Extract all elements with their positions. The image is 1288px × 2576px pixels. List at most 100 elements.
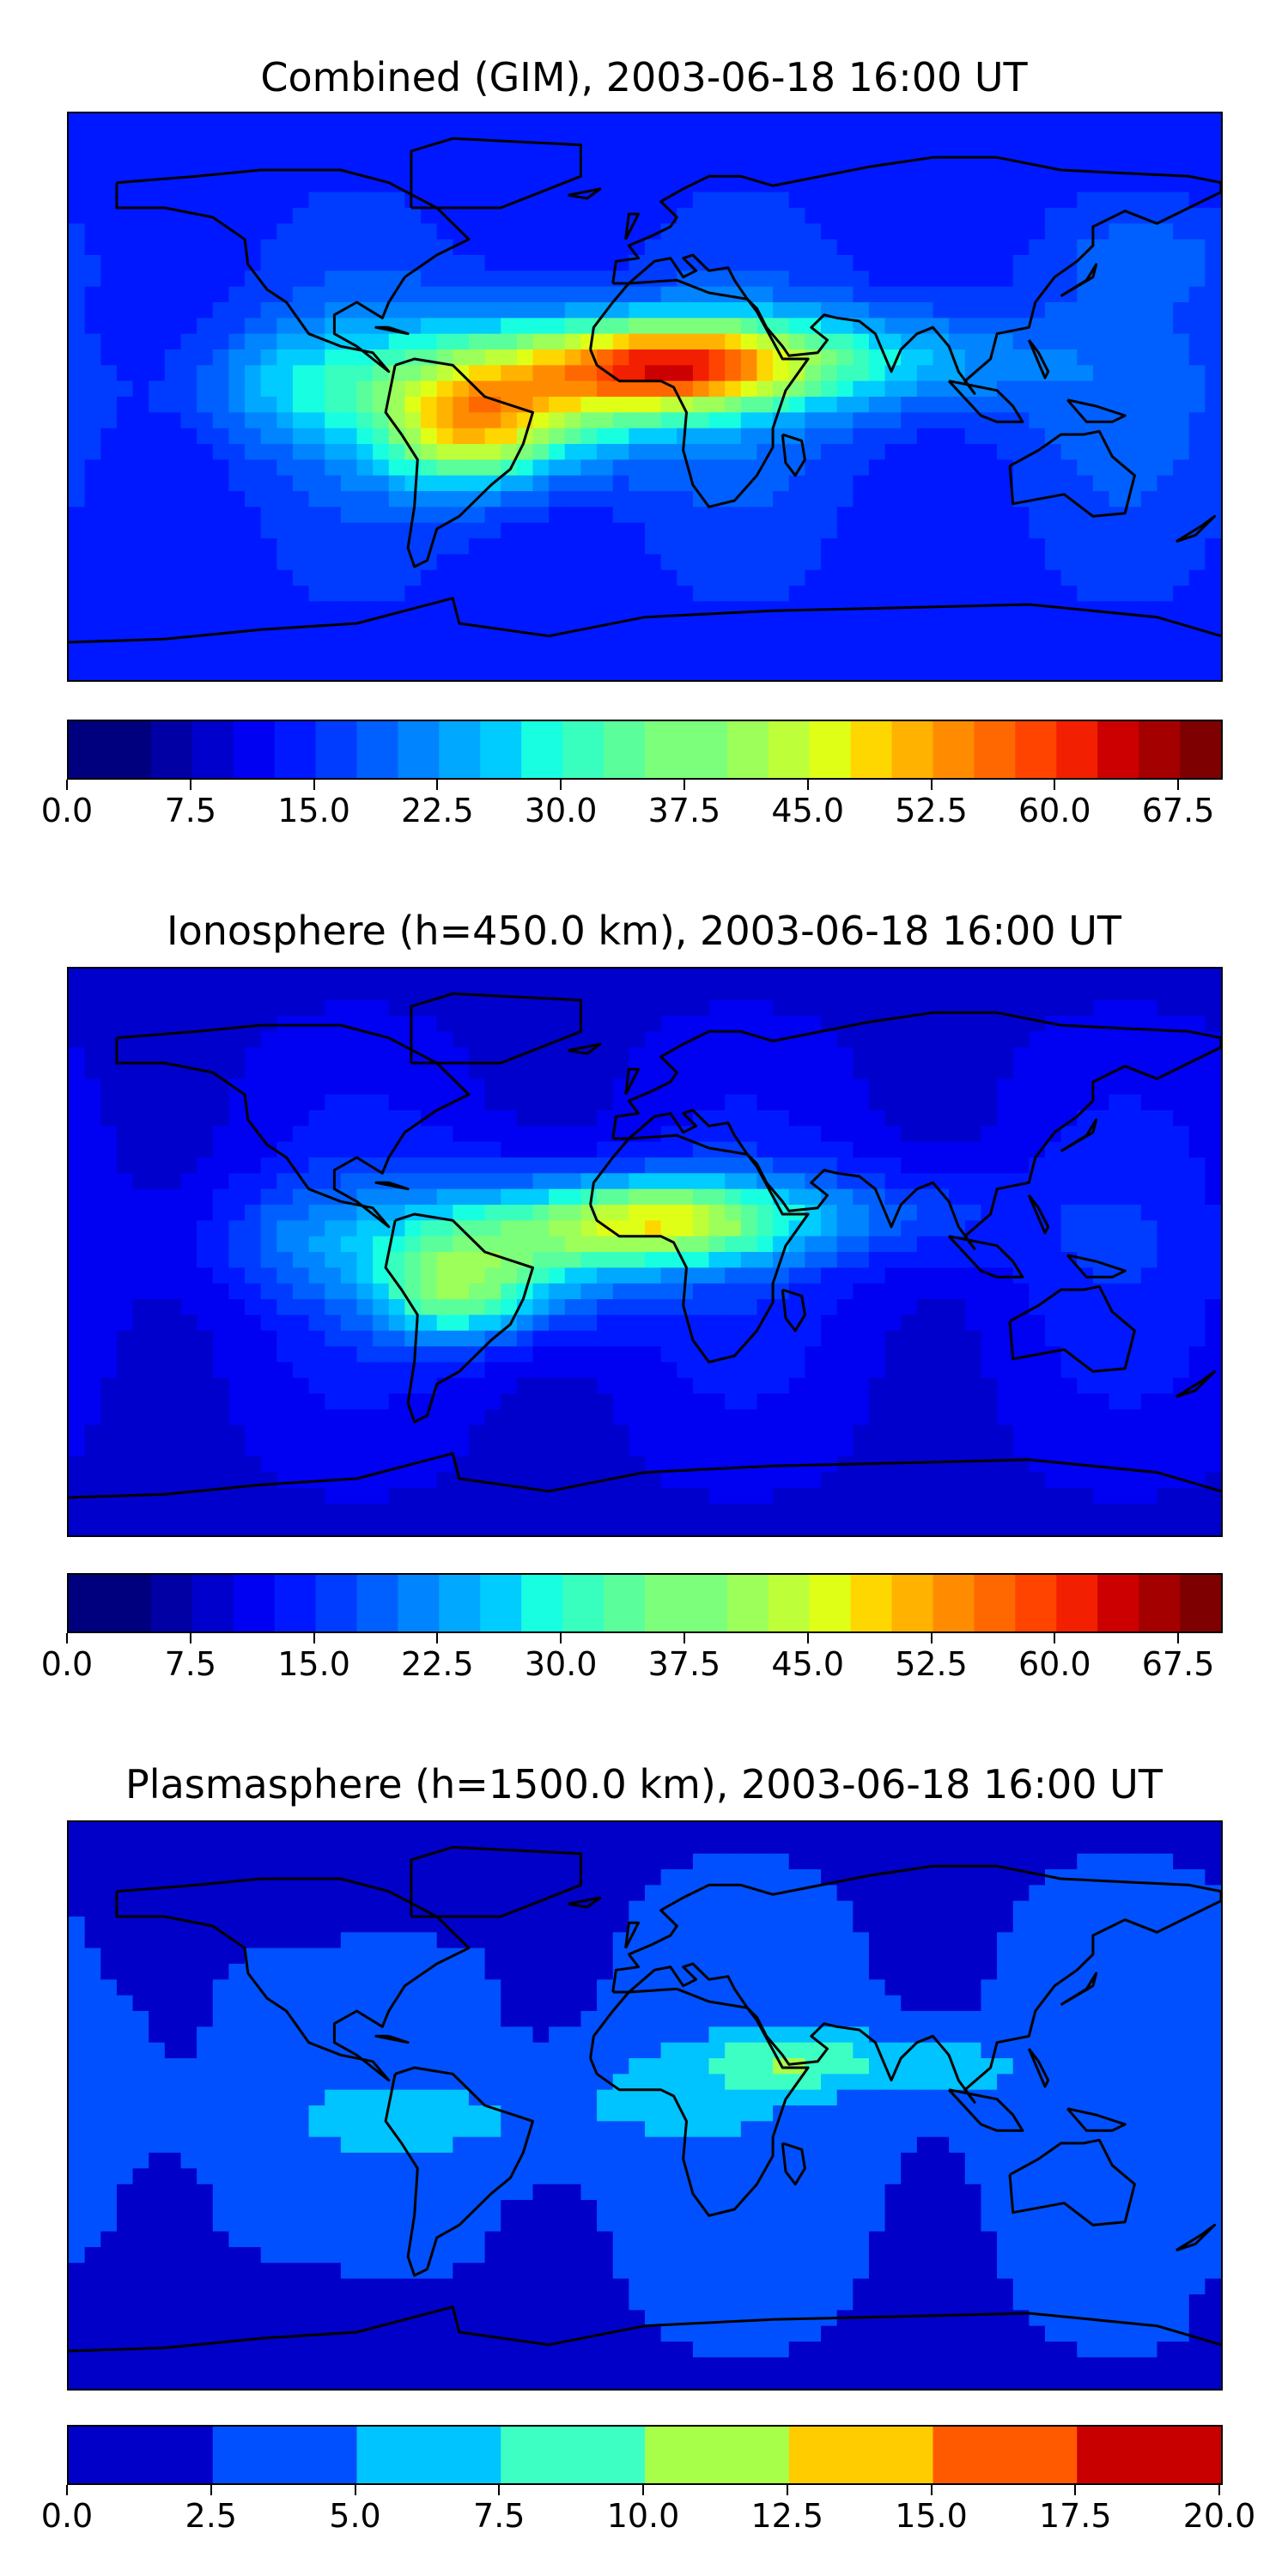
contour-cell: [325, 444, 342, 460]
contour-cell: [260, 1078, 277, 1096]
contour-cell: [1205, 1346, 1221, 1363]
contour-cell: [180, 397, 197, 413]
contour-cell: [388, 1252, 406, 1268]
contour-cell: [708, 538, 726, 555]
contour-cell: [645, 1094, 662, 1111]
contour-cell: [484, 191, 501, 209]
contour-cell: [964, 1078, 982, 1096]
contour-cell: [725, 1157, 742, 1174]
contour-cell: [629, 538, 646, 555]
contour-cell: [260, 1394, 277, 1410]
contour-cell: [180, 459, 197, 477]
contour-cell: [149, 1441, 166, 1457]
contour-cell: [164, 1094, 182, 1111]
contour-cell: [1109, 1283, 1126, 1300]
contour-cell: [725, 1063, 742, 1079]
contour-cell: [660, 1315, 677, 1332]
contour-cell: [245, 648, 262, 665]
contour-cell: [964, 1205, 982, 1221]
contour-cell: [884, 617, 902, 634]
contour-cell: [549, 1252, 566, 1268]
contour-cell: [484, 1472, 501, 1489]
contour-cell: [933, 586, 950, 602]
contour-cell: [677, 129, 694, 146]
contour-cell: [276, 1031, 294, 1048]
contour-cell: [612, 475, 629, 492]
contour-cell: [308, 522, 325, 539]
contour-cell: [629, 444, 646, 460]
contour-cell: [884, 648, 902, 665]
contour-cell: [421, 1346, 438, 1363]
contour-cell: [340, 507, 358, 524]
contour-cell: [180, 129, 197, 146]
contour-cell: [933, 1141, 950, 1158]
contour-cell: [84, 349, 101, 366]
contour-cell: [692, 191, 710, 209]
contour-cell: [116, 444, 134, 460]
contour-cell: [356, 1394, 374, 1410]
contour-cell: [597, 1094, 614, 1111]
contour-cell: [1140, 522, 1158, 539]
contour-cell: [836, 191, 854, 209]
contour-cell: [612, 491, 629, 507]
contour-cell: [484, 507, 501, 524]
contour-cell: [340, 144, 358, 161]
contour-cell: [116, 318, 134, 335]
contour-cell: [484, 1031, 501, 1048]
contour-cell: [260, 459, 277, 477]
contour-cell: [597, 1456, 614, 1473]
contour-cell: [69, 144, 86, 161]
contour-cell: [453, 1205, 470, 1221]
contour-cell: [228, 191, 246, 209]
contour-cell: [949, 1252, 966, 1268]
contour-cell: [149, 459, 166, 477]
contour-cell: [1077, 365, 1094, 382]
contour-cell: [228, 1409, 246, 1426]
contour-cell: [597, 144, 614, 161]
contour-cell: [1044, 144, 1062, 161]
contour-cell: [580, 1047, 598, 1064]
contour-cell: [756, 191, 774, 209]
contour-cell: [84, 1110, 101, 1127]
contour-cell: [549, 1173, 566, 1190]
contour-cell: [821, 1377, 838, 1394]
contour-cell: [1109, 1141, 1126, 1158]
contour-cell: [884, 459, 902, 477]
contour-cell: [276, 1330, 294, 1347]
contour-cell: [436, 475, 453, 492]
contour-cell: [516, 176, 534, 193]
contour-cell: [997, 1330, 1014, 1347]
contour-cell: [356, 1031, 374, 1048]
contour-cell: [660, 1409, 677, 1426]
contour-cell: [997, 380, 1014, 398]
contour-cell: [821, 569, 838, 586]
contour-cell: [84, 144, 101, 161]
contour-cell: [884, 1283, 902, 1300]
contour-cell: [836, 1094, 854, 1111]
contour-cell: [260, 999, 277, 1017]
contour-cell: [1029, 1252, 1046, 1268]
contour-cell: [292, 1205, 310, 1221]
contour-cell: [708, 428, 726, 445]
contour-cell: [629, 1220, 646, 1237]
contour-cell: [1044, 412, 1062, 429]
contour-cell: [1092, 191, 1110, 209]
contour-cell: [468, 648, 486, 665]
contour-cell: [436, 444, 453, 460]
contour-cell: [725, 586, 742, 602]
contour-cell: [180, 522, 197, 539]
contour-cell: [373, 569, 390, 586]
contour-cell: [180, 333, 197, 350]
contour-cell: [484, 444, 501, 460]
contour-cell: [100, 1267, 118, 1285]
contour-cell: [564, 664, 582, 680]
contour-cell: [853, 191, 870, 209]
contour-cell: [901, 475, 918, 492]
contour-cell: [468, 1283, 486, 1300]
contour-cell: [868, 349, 886, 366]
contour-cell: [597, 491, 614, 507]
contour-cell: [212, 349, 229, 366]
contour-cell: [564, 1409, 582, 1426]
contour-cell: [981, 969, 998, 985]
contour-cell: [421, 333, 438, 350]
